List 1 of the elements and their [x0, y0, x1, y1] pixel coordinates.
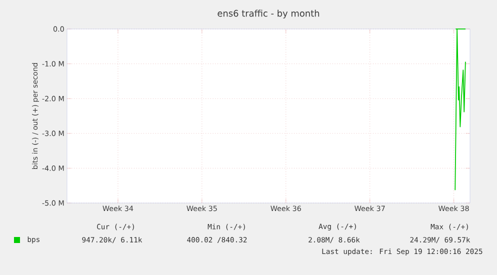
chart-title: ens6 traffic - by month	[218, 10, 320, 18]
